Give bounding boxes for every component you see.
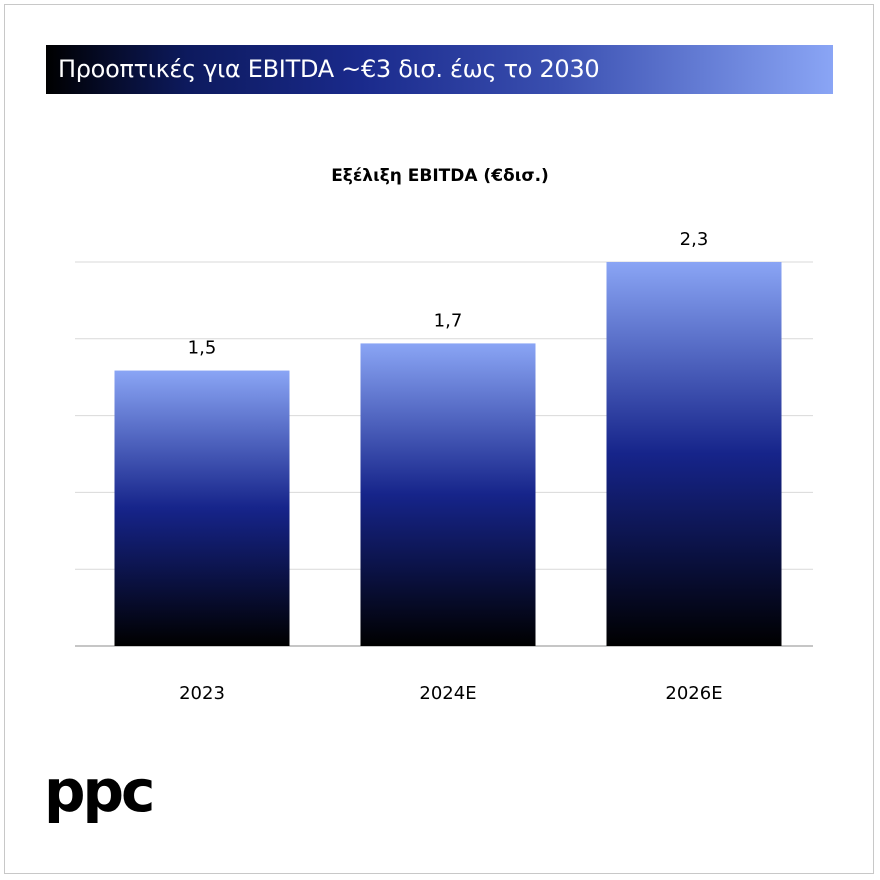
bar-2024E xyxy=(360,343,536,646)
frame-border xyxy=(4,4,874,874)
data-label: 1,7 xyxy=(434,310,463,331)
x-tick-label: 2026E xyxy=(665,683,722,704)
data-label: 2,3 xyxy=(680,229,709,250)
x-tick-label: 2023 xyxy=(179,683,225,704)
header-title: Προοπτικές για EBITDA ~€3 δισ. έως το 20… xyxy=(46,45,833,94)
bar-2023 xyxy=(114,370,290,646)
x-tick-label: 2024E xyxy=(419,683,476,704)
chart-title: Εξέλιξη EBITDA (€δισ.) xyxy=(331,166,549,186)
bar-2026E xyxy=(606,262,782,646)
ppc-logo: ppc xyxy=(44,757,155,825)
data-label: 1,5 xyxy=(188,338,217,359)
